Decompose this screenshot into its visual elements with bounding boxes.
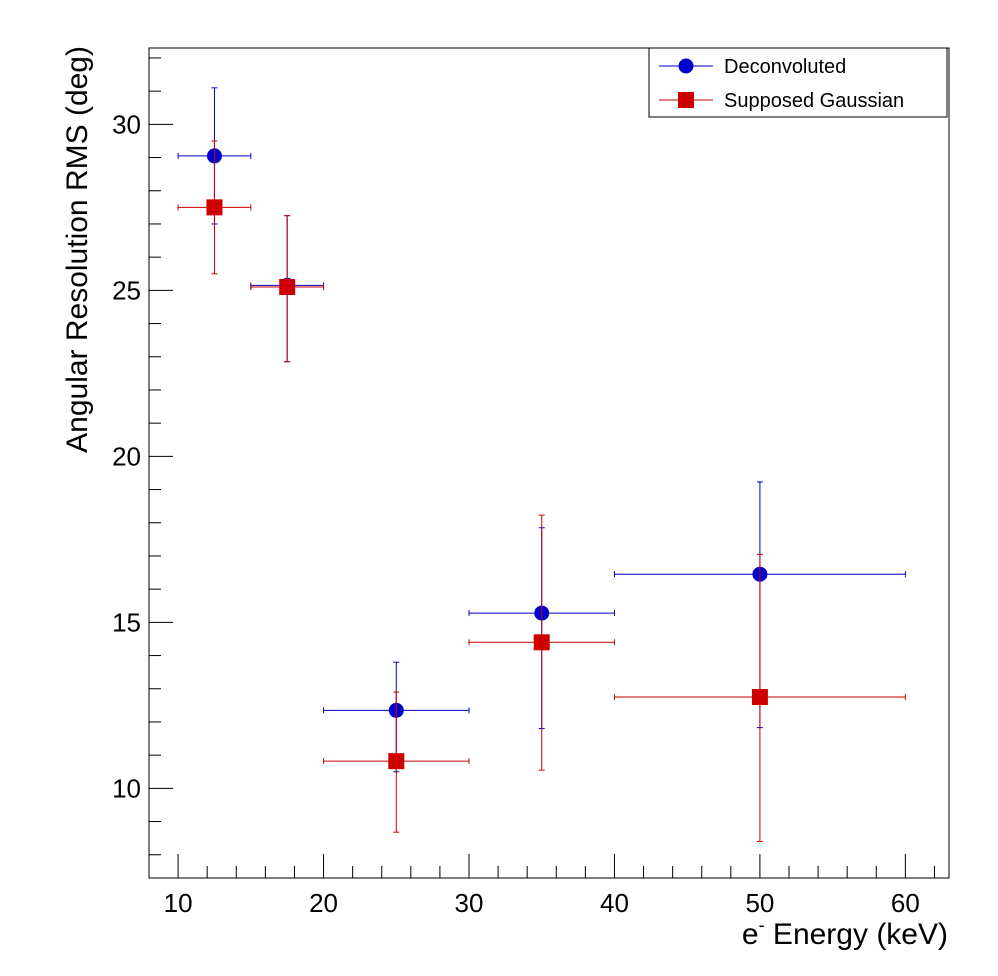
x-axis-title-base: e [742, 918, 759, 951]
axis-titles: e- Energy (keV) Angular Resolution RMS (… [61, 46, 948, 951]
square-marker [279, 279, 296, 296]
x-tick-label: 50 [745, 888, 774, 918]
legend-entry: Supposed Gaussian [659, 90, 904, 112]
x-tick-label: 20 [309, 888, 338, 918]
y-tick-label: 25 [112, 275, 141, 305]
x-tick-label: 40 [600, 888, 629, 918]
square-marker [678, 92, 694, 108]
y-tick-label: 30 [112, 109, 141, 139]
data-point [323, 691, 470, 833]
legend-entry: Deconvoluted [659, 56, 846, 78]
x-tick-label: 10 [164, 888, 193, 918]
x-axis-title-superscript: - [759, 915, 765, 935]
legend-label: Supposed Gaussian [724, 90, 904, 112]
data-point [250, 215, 325, 363]
axes: 10 20 30 40 50 60 10 15 20 25 30 [112, 47, 950, 918]
y-tick-label: 10 [112, 773, 141, 803]
circle-marker [678, 58, 694, 74]
data-point [177, 140, 252, 275]
y-tick-label: 15 [112, 607, 141, 637]
x-tick-label: 60 [891, 888, 920, 918]
series-layer [177, 87, 906, 842]
legend: Deconvoluted Supposed Gaussian [648, 47, 948, 118]
x-axis-title-rest: Energy (keV) [765, 918, 948, 951]
plot-frame [148, 47, 950, 879]
square-marker [751, 689, 768, 706]
x-tick-label: 30 [455, 888, 484, 918]
data-point [468, 514, 615, 771]
square-marker [206, 199, 223, 216]
y-tick-label: 20 [112, 441, 141, 471]
y-axis-title: Angular Resolution RMS (deg) [61, 46, 94, 453]
legend-label: Deconvoluted [724, 56, 846, 78]
square-marker [388, 753, 405, 770]
square-marker [533, 634, 550, 651]
legend-box [648, 47, 948, 118]
x-axis-title: e- Energy (keV) [742, 915, 948, 951]
series-supposed-gaussian [177, 140, 906, 842]
data-point [613, 553, 906, 842]
